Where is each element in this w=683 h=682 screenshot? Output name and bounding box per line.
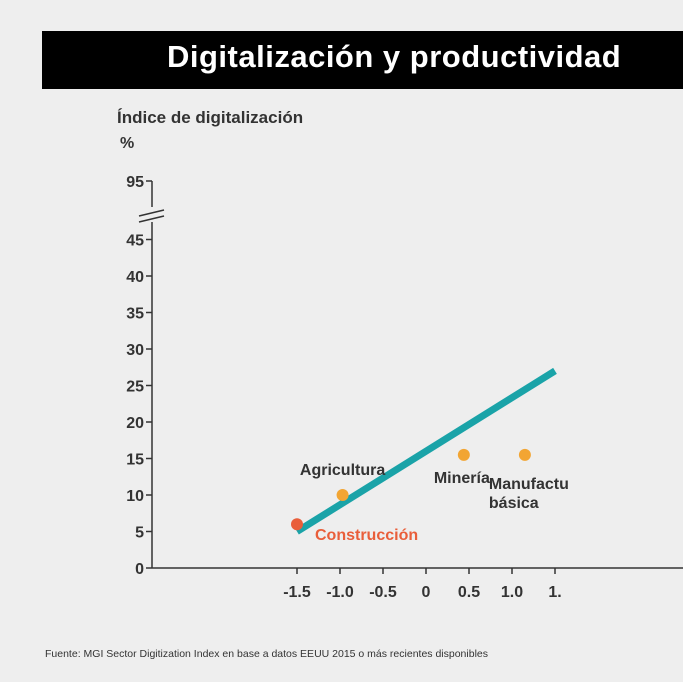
trend-line (295, 367, 557, 535)
x-tick-label: 1.0 (501, 584, 523, 601)
data-label: básica (489, 495, 539, 512)
data-point (291, 518, 303, 531)
data-label: Agricultura (300, 462, 385, 479)
y-tick-label: 40 (126, 269, 144, 286)
x-tick-label: -1.5 (283, 584, 311, 601)
y-tick-label: 10 (126, 488, 144, 505)
y-axis-break-mark (138, 209, 165, 217)
title-bar: Digitalización y productividad (42, 31, 683, 89)
points-group (291, 448, 531, 531)
y-tick-label: 5 (135, 525, 144, 542)
y-tick-label: 45 (126, 233, 144, 250)
data-point (336, 489, 349, 501)
x-tick-label: -1.0 (326, 584, 354, 601)
y-axis-break-mark (138, 215, 165, 223)
data-point (457, 448, 470, 461)
trend-line-group (295, 367, 557, 535)
y-tick-label: 15 (126, 452, 144, 469)
y-tick-label: 30 (126, 342, 144, 359)
y-tick-label: 20 (126, 415, 144, 432)
y-tick-label-break: 95 (126, 174, 144, 191)
point-labels-group: Construcción Agricultura Minería Manufactu b… (300, 462, 569, 544)
x-tick-label: 0 (422, 584, 431, 601)
data-label: Minería (434, 470, 490, 487)
data-point (518, 448, 531, 461)
x-tick-label: -0.5 (369, 584, 397, 601)
chart-title: Digitalización y productividad (167, 39, 622, 74)
data-label: Manufactu (489, 476, 569, 493)
x-tick-label: 0.5 (458, 584, 480, 601)
y-tick-label: 0 (135, 561, 144, 578)
data-label: Construcción (315, 527, 418, 544)
y-tick-label: 25 (126, 379, 144, 396)
y-tick-label: 35 (126, 306, 144, 323)
axes: 0 5 10 15 20 25 30 35 40 45 95 -1.5 -1.0 -0.5 0 0.5 1.0 1… (126, 174, 683, 601)
source-note: Fuente: MGI Sector Digitization Index en… (45, 648, 488, 660)
y-axis-label: Índice de digitalización (117, 108, 304, 127)
y-axis-unit: % (120, 135, 135, 152)
x-tick-label: 1. (548, 584, 561, 601)
